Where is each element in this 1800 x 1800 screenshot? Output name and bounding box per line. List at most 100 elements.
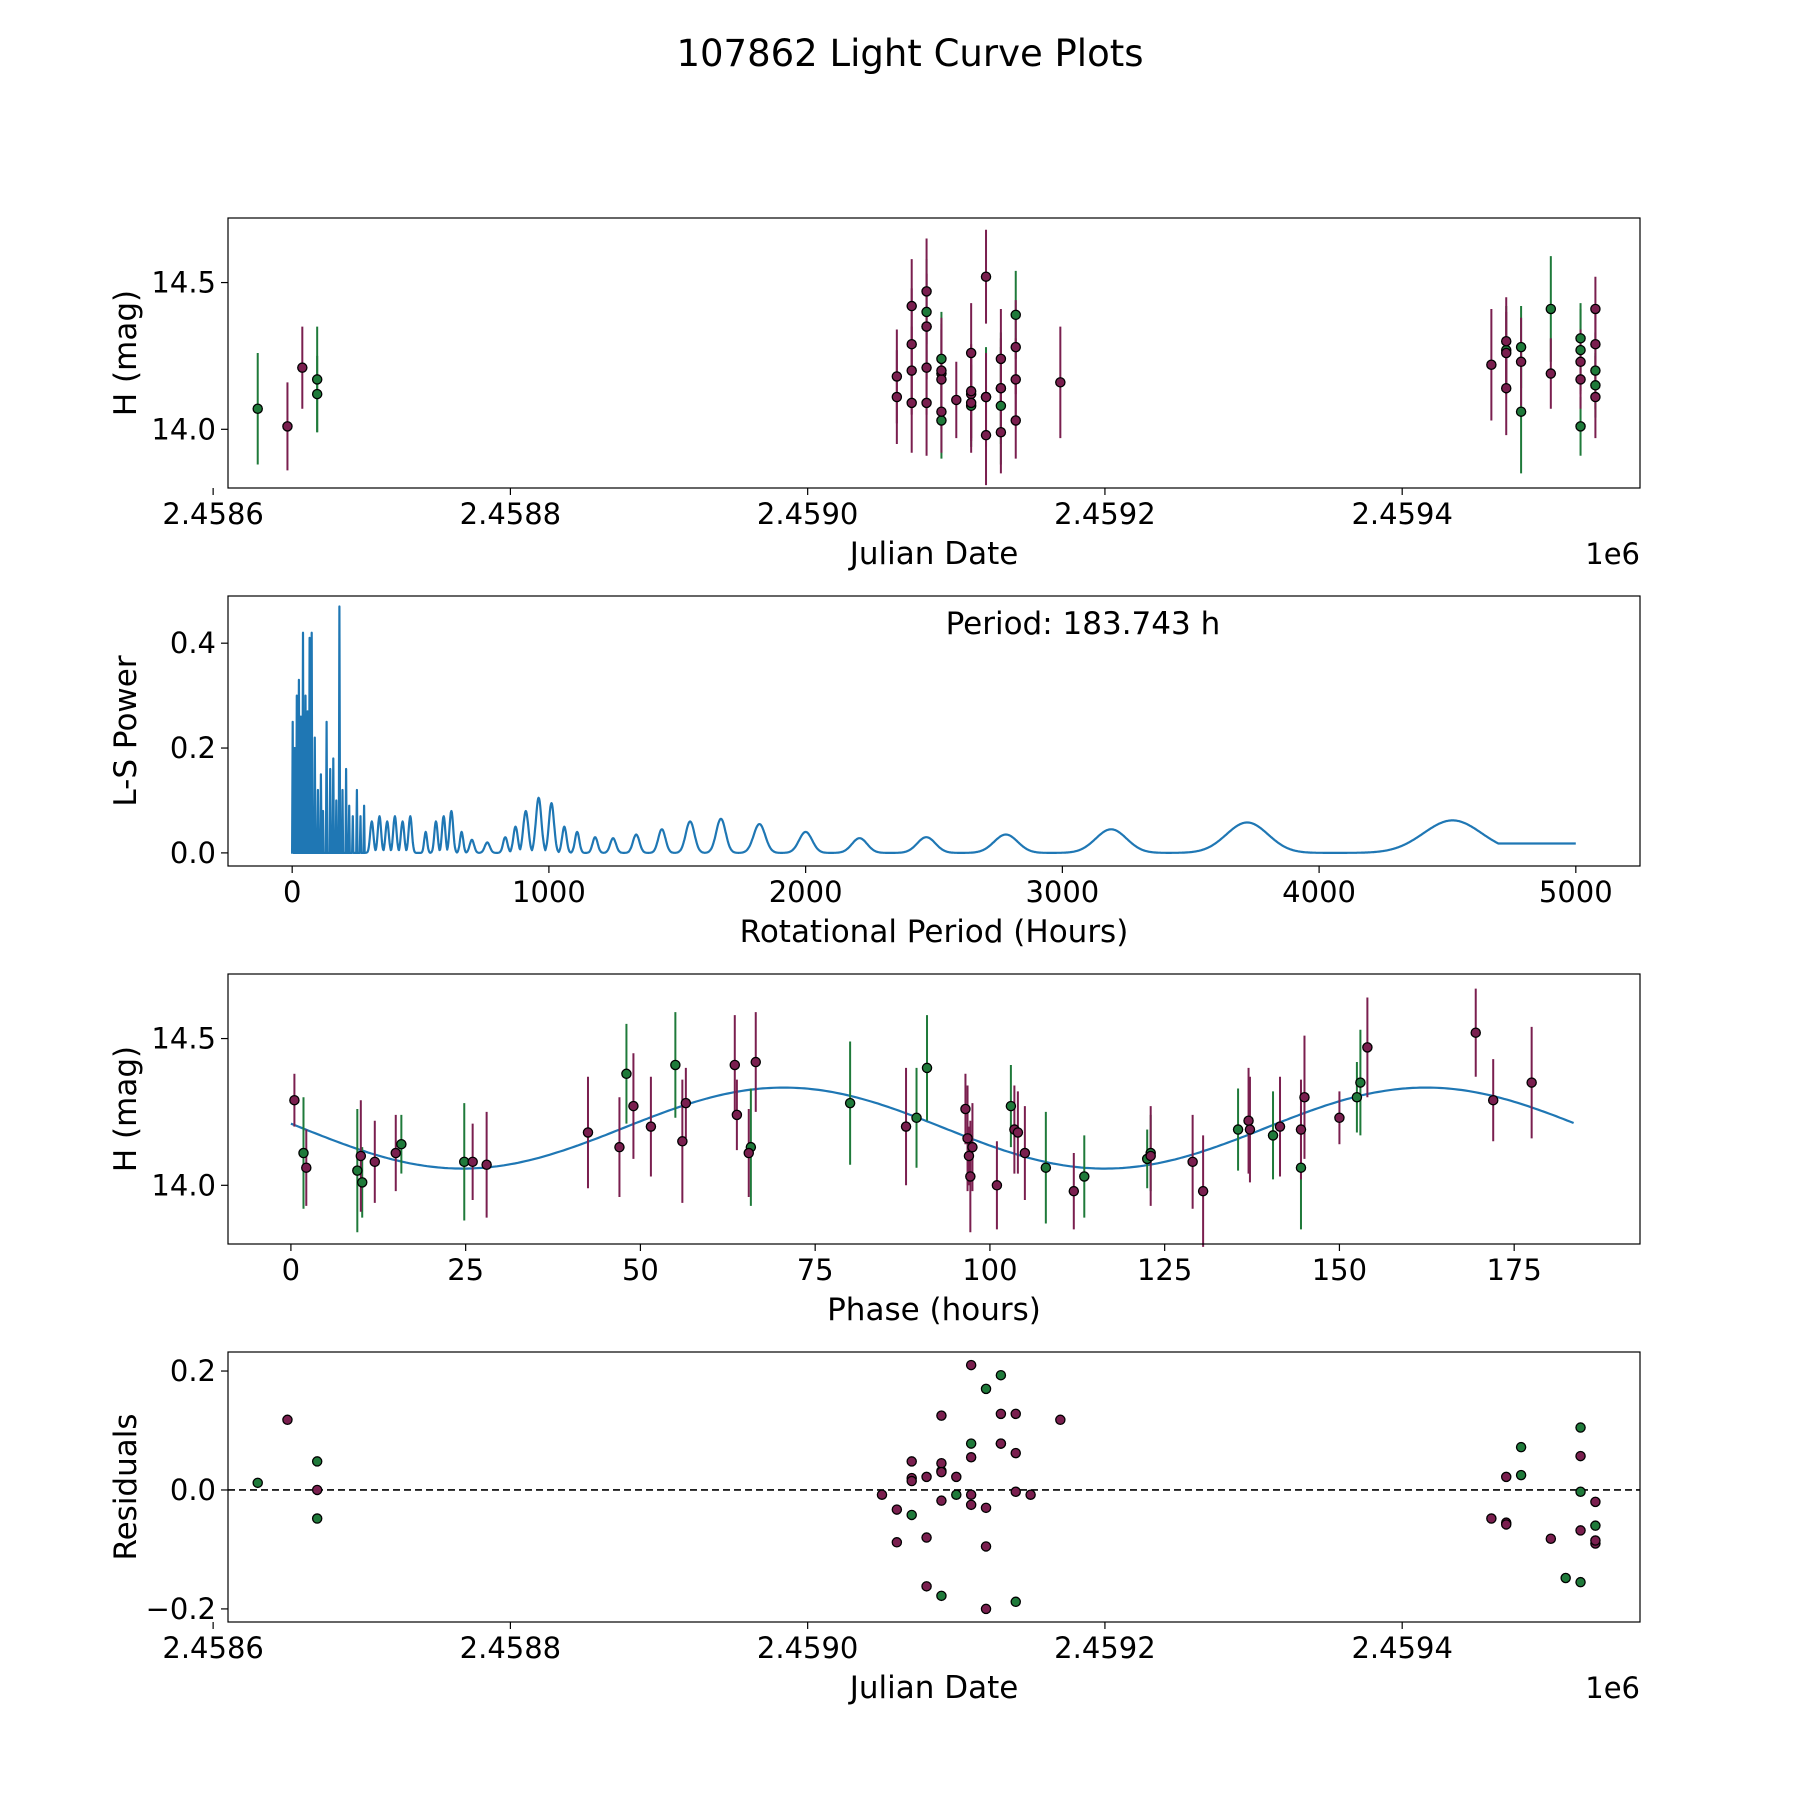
- light-curve-offset-label: 1e6: [1585, 537, 1640, 571]
- resid-point-green: [311, 1456, 323, 1467]
- phase-point-magenta: [1019, 1147, 1031, 1159]
- lc-point-magenta: [921, 321, 932, 332]
- resid-point-green: [1575, 1422, 1586, 1433]
- phase-point-magenta: [582, 1127, 594, 1138]
- resid-xtick-label: 2.4588: [460, 1631, 561, 1665]
- residual-points: [228, 1359, 1640, 1615]
- phase-point-magenta: [614, 1141, 625, 1153]
- lc-point-magenta: [906, 300, 917, 312]
- resid-point-magenta: [936, 1410, 947, 1421]
- resid-point-green: [936, 1590, 947, 1602]
- phase-point-magenta: [355, 1150, 367, 1162]
- lc-point-magenta: [1010, 415, 1021, 426]
- phase-point-magenta: [1334, 1112, 1345, 1124]
- phase-point-green: [621, 1068, 632, 1080]
- resid-point-magenta: [1575, 1450, 1586, 1462]
- lc-point-magenta: [965, 347, 977, 359]
- phase-point-magenta: [965, 1171, 976, 1182]
- lc-point-green: [1575, 333, 1586, 344]
- phase-point-magenta: [967, 1141, 978, 1153]
- ls-ytick-label: 0.2: [170, 731, 216, 765]
- resid-point-magenta: [1545, 1533, 1557, 1544]
- phase-ylabel: H (mag): [108, 1046, 144, 1172]
- phase-point-magenta: [1470, 1027, 1481, 1038]
- resid-xtick-label: 2.4586: [162, 1631, 263, 1665]
- lc-point-magenta: [1486, 359, 1497, 370]
- lc-point-green: [1515, 406, 1527, 417]
- phase-xtick-label: 75: [797, 1253, 834, 1287]
- resid-point-green: [965, 1438, 977, 1449]
- resid-point-magenta: [965, 1499, 977, 1511]
- periodogram-ylabel: L-S Power: [108, 655, 144, 806]
- phase-point-magenta: [750, 1056, 762, 1068]
- phase-point-magenta: [369, 1156, 381, 1168]
- light-curve-xlabel: Julian Date: [848, 536, 1019, 572]
- lc-point-magenta: [1545, 368, 1557, 379]
- resid-point-magenta: [965, 1359, 977, 1371]
- lc-point-magenta: [921, 397, 932, 409]
- lc-xtick-label: 2.4592: [1054, 497, 1155, 531]
- resid-point-magenta: [1055, 1414, 1066, 1426]
- phase-point-green: [1295, 1162, 1307, 1173]
- ls-xtick-label: 5000: [1539, 875, 1613, 909]
- resid-point-magenta: [1010, 1486, 1021, 1498]
- lc-point-magenta: [1055, 377, 1066, 388]
- phase-point-green: [396, 1138, 407, 1150]
- phase-point-magenta: [1274, 1121, 1286, 1132]
- lc-point-magenta: [891, 391, 903, 403]
- lc-point-magenta: [965, 385, 977, 397]
- phase-point-magenta: [1243, 1115, 1254, 1126]
- ls-ytick-label: 0.4: [170, 626, 216, 660]
- lc-point-green: [921, 306, 932, 318]
- residuals-ylabel: Residuals: [108, 1413, 144, 1560]
- resid-point-magenta: [936, 1495, 947, 1506]
- resid-point-magenta: [876, 1489, 888, 1500]
- phase-point-magenta: [963, 1150, 975, 1162]
- lc-point-green: [1515, 341, 1527, 353]
- phase-point-magenta: [1295, 1124, 1307, 1135]
- light-curve-panel: 2.4586 2.4588 2.4590 2.4592 2.4594 14.0 14.5 J…: [108, 217, 1641, 572]
- lc-xtick-label: 2.4588: [460, 497, 561, 531]
- phase-point-magenta: [467, 1156, 478, 1168]
- resid-point-green: [1010, 1596, 1021, 1608]
- resid-point-magenta: [1575, 1525, 1586, 1536]
- resid-point-magenta: [1025, 1489, 1036, 1500]
- ls-xtick-label: 3000: [1025, 875, 1099, 909]
- phase-point-magenta: [1197, 1185, 1209, 1197]
- lc-ytick-label: 14.0: [151, 412, 216, 446]
- ls-ytick-label: 0.0: [170, 836, 216, 870]
- phase-xtick-label: 150: [1312, 1253, 1367, 1287]
- lc-xtick-label: 2.4586: [162, 497, 263, 531]
- resid-point-magenta: [921, 1581, 932, 1592]
- resid-xtick-label: 2.4594: [1351, 1631, 1452, 1665]
- lc-point-magenta: [906, 365, 917, 376]
- resid-xtick-label: 2.4592: [1054, 1631, 1155, 1665]
- lc-point-green: [1575, 344, 1586, 356]
- lc-point-magenta: [297, 362, 308, 373]
- ls-xtick-label: 0: [283, 875, 301, 909]
- phase-xtick-label: 25: [447, 1253, 484, 1287]
- phase-ytick-label: 14.0: [151, 1168, 216, 1202]
- phase-xtick-label: 100: [962, 1253, 1017, 1287]
- resid-point-green: [1575, 1576, 1586, 1588]
- lc-point-magenta: [965, 397, 977, 409]
- phase-xtick-label: 125: [1137, 1253, 1192, 1287]
- lc-point-magenta: [921, 286, 932, 297]
- lc-point-magenta: [1590, 391, 1601, 403]
- resid-point-magenta: [1500, 1519, 1512, 1530]
- phase-point-magenta: [1187, 1156, 1198, 1168]
- lc-point-green: [995, 400, 1007, 412]
- phase-point-magenta: [289, 1094, 300, 1106]
- phase-point-magenta: [645, 1121, 657, 1132]
- lc-point-green: [311, 388, 323, 400]
- resid-point-magenta: [1010, 1447, 1021, 1459]
- resid-point-magenta: [1590, 1496, 1601, 1508]
- resid-point-magenta: [951, 1471, 962, 1483]
- periodogram-axes-frame: [227, 595, 1641, 867]
- lc-point-magenta: [995, 353, 1007, 365]
- resid-point-magenta: [906, 1456, 917, 1467]
- lc-point-magenta: [1500, 347, 1512, 359]
- phase-points: [289, 988, 1575, 1247]
- resid-point-green: [1560, 1572, 1571, 1584]
